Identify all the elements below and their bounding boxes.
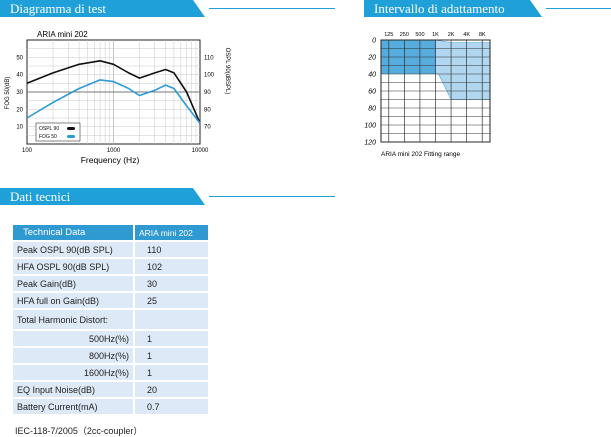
section-title-range: Intervallo di adattamento (364, 0, 542, 17)
legend-swatch-ospl90 (67, 127, 75, 130)
left-axis-label: FOG 50(dB) (5, 77, 11, 110)
fitting-range-high (435, 39, 491, 100)
range-x-tick-label: 500 (415, 32, 424, 38)
section-banner-tech: Dati tecnici (0, 188, 335, 205)
frequency-response-chart: ARIA mini 202 FOG 50(dB) OSPL 90(dBSPL) … (5, 30, 230, 165)
section-title-test: Diagramma di test (0, 0, 205, 17)
row-value: 102 (133, 259, 208, 274)
right-tick-label: 70 (204, 125, 211, 131)
range-caption: ARIA mini 202 Fitting range (381, 151, 461, 158)
ospl90-line (26, 59, 201, 124)
row-label: Peak OSPL 90(dB SPL) (13, 242, 133, 257)
table-row: 500Hz(%) 1 (13, 331, 208, 346)
row-value (133, 310, 208, 329)
fog50-line (26, 79, 201, 124)
range-grid (380, 39, 491, 143)
chart-series (26, 59, 201, 124)
range-x-tick-label: 2K (448, 32, 455, 38)
range-y-tick-label: 100 (364, 123, 376, 130)
range-x-tick-label: 125 (384, 32, 393, 38)
range-y-tick-label: 80 (368, 106, 376, 113)
range-y-tick-label: 40 (368, 72, 376, 79)
row-value: 1 (133, 348, 208, 363)
range-x-tick-label: 1K (432, 32, 439, 38)
left-tick-label: 50 (16, 55, 23, 61)
chart-title: ARIA mini 202 (37, 30, 88, 39)
table-row: Peak Gain(dB) 30 (13, 276, 208, 291)
footnote: IEC-118-7/2005（2cc-coupler） (15, 426, 143, 436)
row-value: 20 (133, 382, 208, 397)
technical-data-table: Technical Data ARIA mini 202 Peak OSPL 9… (13, 223, 208, 416)
table-row: Peak OSPL 90(dB SPL) 110 (13, 242, 208, 257)
left-tick-label: 30 (16, 90, 23, 96)
range-x-tick-label: 250 (400, 32, 409, 38)
x-tick-label: 100 (22, 148, 33, 154)
table-row: HFA full on Gain(dB) 25 (13, 293, 208, 308)
header-model: ARIA mini 202 (133, 225, 208, 240)
row-value: 25 (133, 293, 208, 308)
row-label: 800Hz(%) (13, 348, 133, 363)
right-tick-label: 80 (204, 107, 211, 113)
range-x-tick-label: 4K (463, 32, 470, 38)
row-value: 1 (133, 365, 208, 380)
section-divider (546, 8, 611, 9)
section-title-tech: Dati tecnici (0, 188, 205, 205)
row-label: EQ Input Noise(dB) (13, 382, 133, 397)
legend-label-ospl90: OSPL 90 (39, 126, 59, 132)
range-tick-labels: 125 250 500 1K 2K 4K 8K 0 20 40 60 80 100 120 (364, 32, 486, 147)
left-tick-label: 20 (16, 107, 23, 113)
row-value: 30 (133, 276, 208, 291)
x-tick-label: 1000 (107, 148, 121, 154)
table-row: HFA OSPL 90(dB SPL) 102 (13, 259, 208, 274)
x-axis-label: Frequency (Hz) (81, 155, 140, 165)
row-label: Total Harmonic Distort: (13, 310, 133, 329)
fitting-range-chart: 125 250 500 1K 2K 4K 8K 0 20 40 60 80 100 120 ARIA mi… (364, 32, 491, 158)
table-row: Battery Current(mA) 0.7 (13, 399, 208, 414)
range-y-tick-label: 0 (372, 38, 376, 45)
row-label: HFA full on Gain(dB) (13, 293, 133, 308)
left-tick-label: 10 (16, 125, 23, 131)
table-header-row: Technical Data ARIA mini 202 (13, 225, 208, 240)
table-row: Total Harmonic Distort: (13, 310, 208, 329)
legend-swatch-fog50 (67, 135, 75, 138)
section-divider (209, 196, 335, 197)
chart-tick-labels: 50 40 30 20 10 110 100 90 80 70 100 1000 10000 (16, 55, 214, 154)
row-label: 500Hz(%) (13, 331, 133, 346)
row-label: Peak Gain(dB) (13, 276, 133, 291)
x-tick-label: 10000 (192, 148, 209, 154)
range-y-tick-label: 20 (367, 55, 376, 62)
chart-legend: OSPL 90 FOG 50 (35, 122, 81, 142)
left-tick-label: 40 (16, 73, 23, 79)
section-divider (209, 8, 335, 9)
section-banner-range: Intervallo di adattamento (364, 0, 611, 17)
legend-label-fog50: FOG 50 (39, 134, 57, 140)
row-value: 110 (133, 242, 208, 257)
row-label: HFA OSPL 90(dB SPL) (13, 259, 133, 274)
row-label: Battery Current(mA) (13, 399, 133, 414)
row-value: 1 (133, 331, 208, 346)
header-technical-data: Technical Data (13, 225, 133, 240)
section-banner-test: Diagramma di test (0, 0, 335, 17)
range-x-tick-label: 8K (479, 32, 486, 38)
row-label: 1600Hz(%) (13, 365, 133, 380)
table-row: EQ Input Noise(dB) 20 (13, 382, 208, 397)
right-tick-label: 110 (204, 55, 214, 61)
right-tick-label: 100 (204, 73, 215, 79)
right-tick-label: 90 (204, 90, 211, 96)
table-row: 1600Hz(%) 1 (13, 365, 208, 380)
row-value: 0.7 (133, 399, 208, 414)
right-axis-label: OSPL 90(dBSPL) (224, 48, 230, 95)
table-row: 800Hz(%) 1 (13, 348, 208, 363)
range-y-tick-label: 120 (364, 140, 376, 147)
range-y-tick-label: 60 (368, 89, 376, 96)
